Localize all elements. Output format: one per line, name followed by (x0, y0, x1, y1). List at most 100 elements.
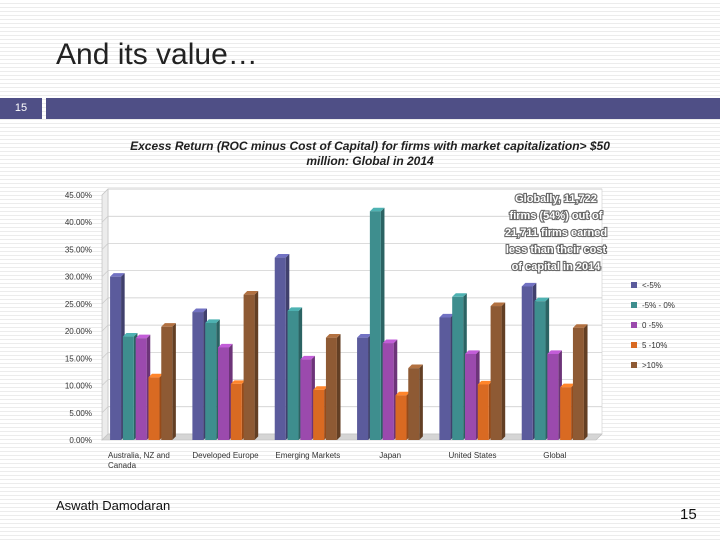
bar-side (583, 324, 588, 440)
category-label: United States (448, 451, 496, 460)
bar-top (313, 386, 328, 390)
gridline (101, 297, 602, 305)
bar-front (135, 338, 147, 440)
bar-top (369, 207, 385, 212)
gridline (101, 215, 602, 223)
y-tick-label: 5.00% (69, 409, 92, 418)
annotation-line: firms (54%) out of (510, 210, 603, 222)
bar-front (287, 310, 299, 440)
legend-swatch (631, 322, 637, 328)
bar-front (560, 387, 572, 440)
bar-front (439, 317, 451, 440)
chart-bars (110, 207, 588, 440)
bar-front (465, 353, 476, 440)
bar-front (547, 353, 559, 440)
bar (534, 297, 550, 440)
legend-swatch (631, 282, 637, 288)
bar (547, 350, 562, 440)
bar-top (325, 334, 341, 338)
bar-top (148, 373, 164, 378)
gridline (101, 379, 602, 386)
bar-top (408, 364, 423, 369)
gridline (101, 433, 602, 441)
annotation-line: Globally, 11,722 (515, 193, 597, 205)
chart-title: Excess Return (ROC minus Cost of Capital… (130, 139, 610, 168)
bar (572, 324, 588, 440)
chart-legend: <-5% -5% - 0% 0 -5% 5 -10% >10% (631, 281, 675, 370)
bar-top (192, 308, 207, 313)
bar-top (230, 380, 246, 384)
bar-top (300, 355, 315, 360)
gridline (101, 243, 602, 250)
y-tick-label: 40.00% (65, 218, 92, 227)
bar (110, 273, 125, 440)
bar-front (521, 286, 533, 440)
bar-top (357, 334, 372, 338)
y-tick-label: 0.00% (69, 436, 92, 445)
bar (274, 254, 290, 440)
gridline (101, 324, 602, 332)
bar-side (254, 291, 259, 440)
bar-front (313, 389, 325, 440)
bar (408, 364, 423, 440)
bar (230, 380, 246, 440)
legend-label: >10% (642, 361, 663, 370)
bar-top (135, 334, 151, 339)
bar-top (572, 324, 588, 328)
bar-top (110, 273, 125, 277)
bar-top (161, 323, 176, 327)
bar-front (395, 395, 407, 440)
bar-front (490, 306, 502, 440)
legend-label: <-5% (642, 281, 661, 290)
bar (490, 302, 506, 440)
bar (477, 380, 493, 440)
bar-front (122, 336, 134, 440)
bar (243, 291, 259, 440)
bar-front (148, 377, 160, 440)
bar (135, 334, 151, 440)
bar-top (534, 297, 550, 302)
bar (369, 207, 385, 440)
bar-front (369, 211, 381, 440)
bar-side (336, 334, 341, 440)
bar-top (382, 339, 398, 344)
legend-swatch (631, 342, 637, 348)
bar-top (452, 293, 467, 297)
bar (452, 293, 467, 440)
y-tick-label: 10.00% (65, 382, 92, 391)
gridline (101, 406, 602, 414)
bar (560, 383, 575, 440)
bar (325, 334, 341, 440)
bar (395, 391, 411, 440)
bar-front (477, 384, 489, 440)
bar-front (161, 326, 173, 440)
bar (148, 373, 164, 440)
bar-top (439, 313, 454, 318)
legend-label: 0 -5% (642, 321, 663, 330)
gridline (101, 351, 602, 359)
category-label: Canada (108, 461, 137, 470)
bar-top (274, 254, 290, 258)
legend-swatch (631, 362, 637, 368)
slide-number-badge: 15 (0, 98, 42, 119)
bar-top (395, 391, 411, 396)
bar-front (192, 312, 204, 440)
bar-front (230, 383, 242, 440)
bar-top (205, 319, 220, 323)
annotation-line: less than their cost (506, 244, 607, 256)
chart-title-line: Excess Return (ROC minus Cost of Capital… (130, 139, 610, 153)
bar (465, 350, 480, 440)
gridline (101, 188, 602, 196)
bar-top (218, 343, 233, 348)
category-label: Emerging Markets (275, 451, 340, 460)
bar (300, 355, 315, 440)
bar-front (274, 257, 286, 440)
gridline (101, 270, 602, 277)
bar-front (243, 294, 255, 440)
category-label: Australia, NZ and (108, 451, 170, 460)
annotation-line: of capital in 2014 (512, 261, 602, 273)
bar-front (534, 301, 546, 440)
legend-swatch (631, 302, 637, 308)
bar-top (243, 291, 259, 295)
